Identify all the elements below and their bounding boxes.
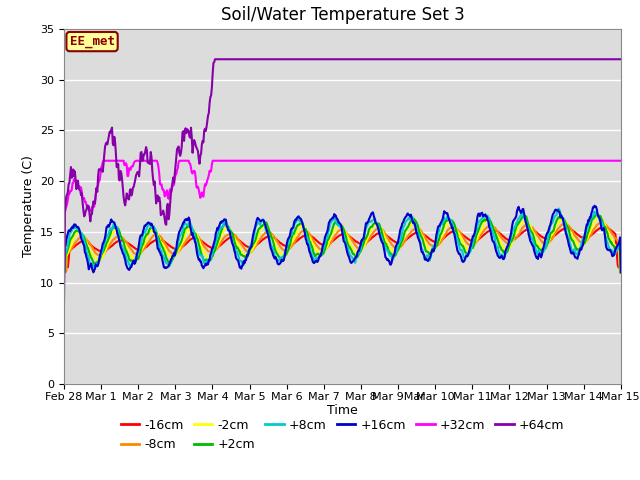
- +64cm: [214, 56, 222, 62]
- +16cm: [127, 264, 135, 270]
- -8cm: [70, 241, 78, 247]
- +8cm: [214, 232, 221, 238]
- Line: +2cm: +2cm: [64, 214, 621, 272]
- -8cm: [184, 235, 192, 241]
- +64cm: [211, 56, 219, 62]
- -16cm: [70, 244, 78, 250]
- +2cm: [60, 269, 68, 275]
- Legend: -16cm, -8cm, -2cm, +2cm, +8cm, +16cm, +32cm, +64cm: -16cm, -8cm, -2cm, +2cm, +8cm, +16cm, +3…: [116, 414, 569, 456]
- -16cm: [426, 237, 434, 242]
- -8cm: [214, 245, 221, 251]
- X-axis label: Time: Time: [327, 405, 358, 418]
- Y-axis label: Temperature (C): Temperature (C): [22, 156, 35, 257]
- +2cm: [127, 258, 135, 264]
- Line: -2cm: -2cm: [64, 218, 621, 272]
- -16cm: [214, 244, 221, 250]
- -2cm: [426, 248, 434, 253]
- -16cm: [60, 264, 68, 270]
- +16cm: [70, 222, 78, 228]
- +2cm: [593, 211, 600, 217]
- +8cm: [60, 269, 68, 275]
- +2cm: [214, 240, 221, 246]
- -2cm: [127, 254, 135, 260]
- +8cm: [617, 269, 625, 275]
- +16cm: [426, 254, 434, 260]
- +32cm: [128, 163, 136, 169]
- -16cm: [410, 231, 418, 237]
- +32cm: [70, 177, 78, 182]
- -8cm: [127, 247, 135, 252]
- +32cm: [60, 280, 68, 286]
- +16cm: [184, 217, 192, 223]
- Line: +8cm: +8cm: [64, 209, 621, 272]
- -8cm: [617, 269, 625, 275]
- +8cm: [410, 220, 418, 226]
- +32cm: [411, 158, 419, 164]
- +64cm: [617, 56, 625, 62]
- +64cm: [60, 300, 68, 306]
- -2cm: [70, 234, 78, 240]
- -2cm: [184, 227, 192, 232]
- +64cm: [70, 173, 78, 179]
- +8cm: [70, 224, 78, 230]
- Line: +32cm: +32cm: [64, 161, 621, 283]
- -2cm: [60, 269, 68, 275]
- +64cm: [411, 56, 419, 62]
- +32cm: [428, 158, 435, 164]
- -16cm: [617, 264, 625, 270]
- +16cm: [617, 269, 625, 275]
- +16cm: [591, 203, 598, 209]
- +32cm: [185, 158, 193, 164]
- -16cm: [184, 239, 192, 245]
- +2cm: [184, 224, 192, 229]
- Line: -8cm: -8cm: [64, 223, 621, 272]
- +64cm: [127, 192, 135, 198]
- -8cm: [410, 227, 418, 232]
- Line: +64cm: +64cm: [64, 59, 621, 303]
- +16cm: [410, 219, 418, 225]
- +64cm: [428, 56, 435, 62]
- +8cm: [184, 222, 192, 228]
- +2cm: [426, 251, 434, 257]
- -8cm: [598, 220, 606, 226]
- -2cm: [595, 216, 603, 221]
- +2cm: [410, 216, 418, 222]
- Line: -16cm: -16cm: [64, 227, 621, 267]
- +64cm: [184, 127, 192, 133]
- +2cm: [70, 230, 78, 236]
- +8cm: [555, 206, 563, 212]
- -8cm: [60, 269, 68, 275]
- +16cm: [214, 225, 221, 231]
- +16cm: [60, 269, 68, 275]
- Line: +16cm: +16cm: [64, 206, 621, 272]
- -16cm: [127, 243, 135, 249]
- -2cm: [214, 243, 221, 249]
- -2cm: [410, 219, 418, 225]
- -8cm: [426, 242, 434, 248]
- +2cm: [617, 269, 625, 275]
- +32cm: [100, 158, 108, 164]
- +8cm: [426, 255, 434, 261]
- +32cm: [617, 158, 625, 164]
- -2cm: [617, 269, 625, 275]
- +8cm: [127, 262, 135, 267]
- Text: EE_met: EE_met: [70, 35, 115, 48]
- Title: Soil/Water Temperature Set 3: Soil/Water Temperature Set 3: [221, 6, 464, 24]
- -16cm: [600, 224, 607, 230]
- +32cm: [214, 158, 222, 164]
